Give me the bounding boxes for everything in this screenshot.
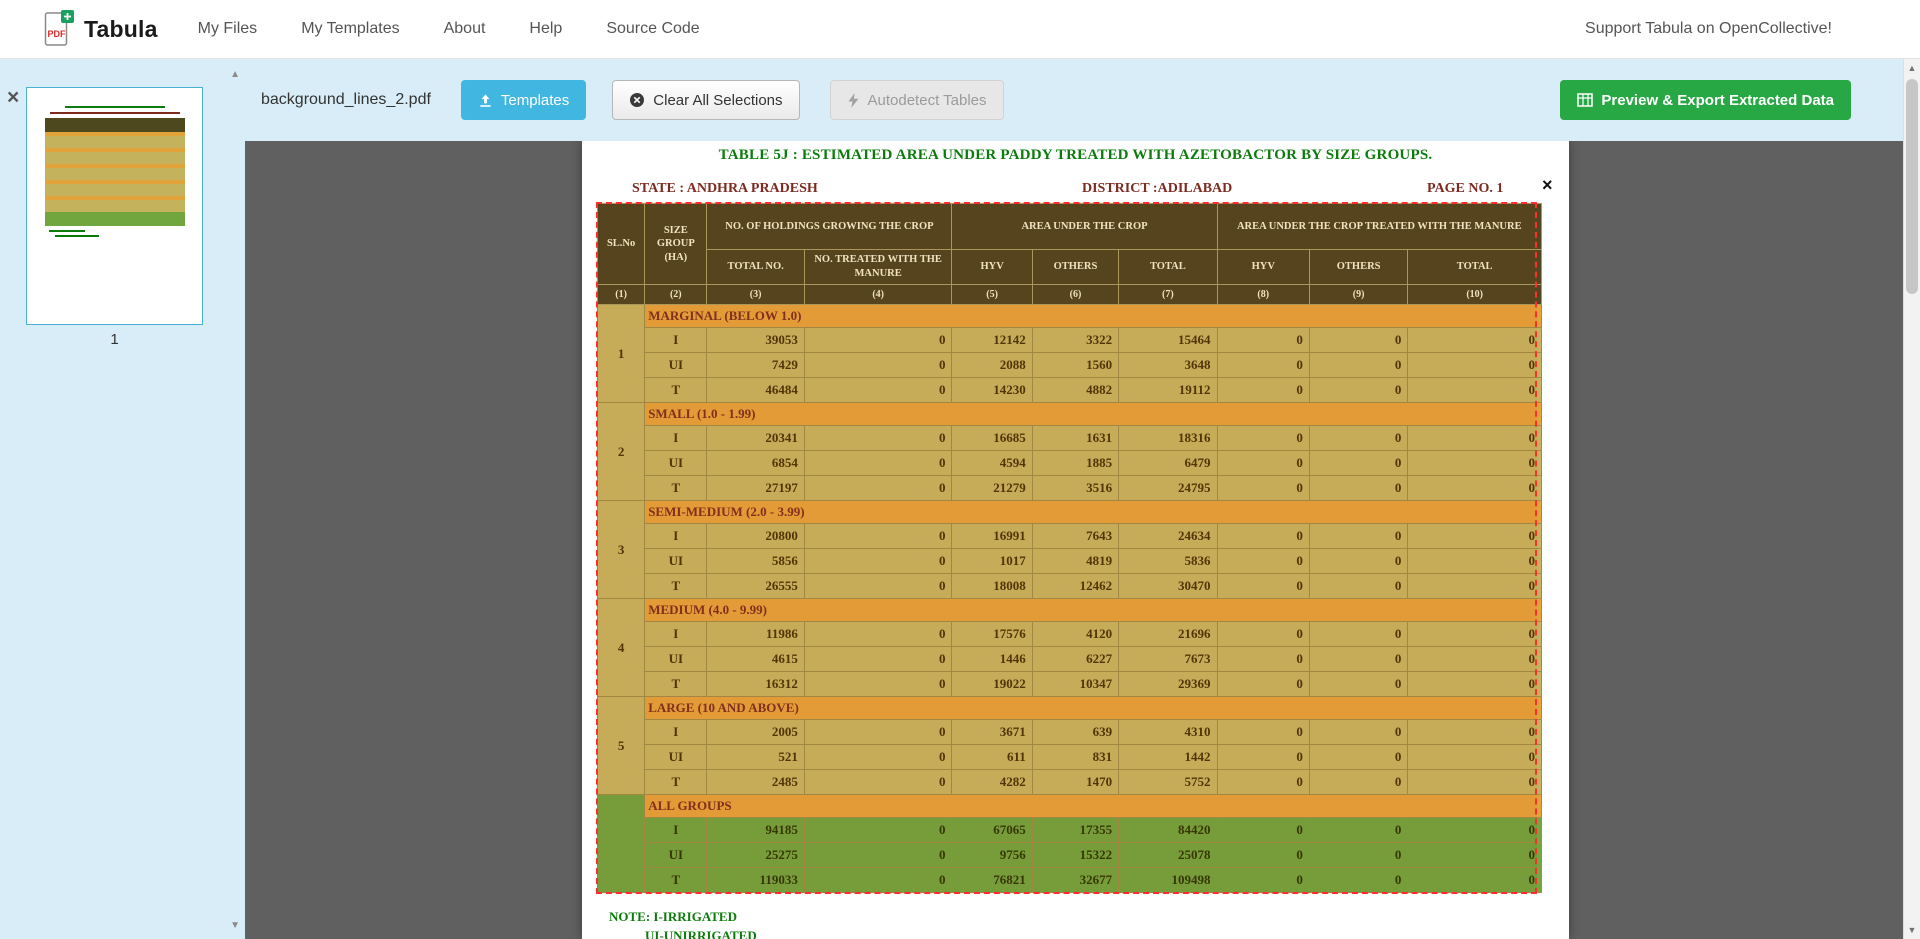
nav-my-files[interactable]: My Files <box>198 20 258 38</box>
upload-icon <box>478 93 493 108</box>
scrollbar-down-icon[interactable]: ▼ <box>1904 925 1920 935</box>
tabula-logo-icon: PDF <box>44 10 74 48</box>
page-number-text: PAGE NO. 1 <box>1427 181 1503 197</box>
clear-selections-button[interactable]: Clear All Selections <box>612 80 799 120</box>
page-scrollbar[interactable]: ▲ ▼ <box>1903 59 1920 939</box>
sidebar-scroll-down-icon[interactable]: ▼ <box>230 920 240 931</box>
templates-button[interactable]: Templates <box>461 80 586 120</box>
note-line-1: NOTE: I-IRRIGATED <box>609 909 737 925</box>
toolbar: background_lines_2.pdf Templates <box>245 59 1903 141</box>
export-label: Preview & Export Extracted Data <box>1601 92 1834 109</box>
autodetect-tables-button[interactable]: Autodetect Tables <box>830 80 1004 120</box>
brand[interactable]: PDF Tabula <box>44 10 158 48</box>
nav-my-templates[interactable]: My Templates <box>301 20 399 38</box>
state-text: STATE : ANDHRA PRADESH <box>632 181 818 197</box>
nav-about[interactable]: About <box>444 20 486 38</box>
filename: background_lines_2.pdf <box>261 91 431 109</box>
brand-text: Tabula <box>84 16 158 43</box>
circle-x-icon <box>629 92 645 108</box>
document-area: TABLE 5J : ESTIMATED AREA UNDER PADDY TR… <box>245 141 1903 939</box>
district-text: DISTRICT :ADILABAD <box>1082 181 1232 197</box>
nav-links: My Files My Templates About Help Source … <box>198 20 700 38</box>
svg-text:PDF: PDF <box>48 29 67 39</box>
note-line-2: UI-UNIRRIGATED <box>645 928 757 939</box>
clear-selections-label: Clear All Selections <box>653 92 782 109</box>
pdf-page: TABLE 5J : ESTIMATED AREA UNDER PADDY TR… <box>582 141 1569 939</box>
sidebar-scroll-up-icon[interactable]: ▲ <box>230 69 240 80</box>
document-title: TABLE 5J : ESTIMATED AREA UNDER PADDY TR… <box>582 147 1569 164</box>
support-tabula-link[interactable]: Support Tabula on OpenCollective! <box>1585 20 1832 38</box>
export-button[interactable]: Preview & Export Extracted Data <box>1560 80 1851 120</box>
lightning-icon <box>847 93 860 108</box>
selection-overlay[interactable] <box>596 202 1537 894</box>
thumbnail-page-number: 1 <box>26 331 203 348</box>
thumbnail-preview <box>45 106 185 240</box>
nav-help[interactable]: Help <box>529 20 562 38</box>
templates-label: Templates <box>501 92 569 109</box>
autodetect-tables-label: Autodetect Tables <box>868 92 987 109</box>
nav-source-code[interactable]: Source Code <box>606 20 699 38</box>
sidebar-close-icon[interactable]: × <box>7 87 19 108</box>
navbar: PDF Tabula My Files My Templates About H… <box>0 0 1920 59</box>
table-icon <box>1577 93 1593 107</box>
page-thumbnail[interactable] <box>26 87 203 325</box>
selection-close-icon[interactable]: × <box>1542 176 1553 194</box>
scrollbar-thumb[interactable] <box>1906 79 1918 294</box>
scrollbar-up-icon[interactable]: ▲ <box>1904 63 1920 73</box>
sidebar: × ▲ 1 ▼ <box>0 59 245 939</box>
